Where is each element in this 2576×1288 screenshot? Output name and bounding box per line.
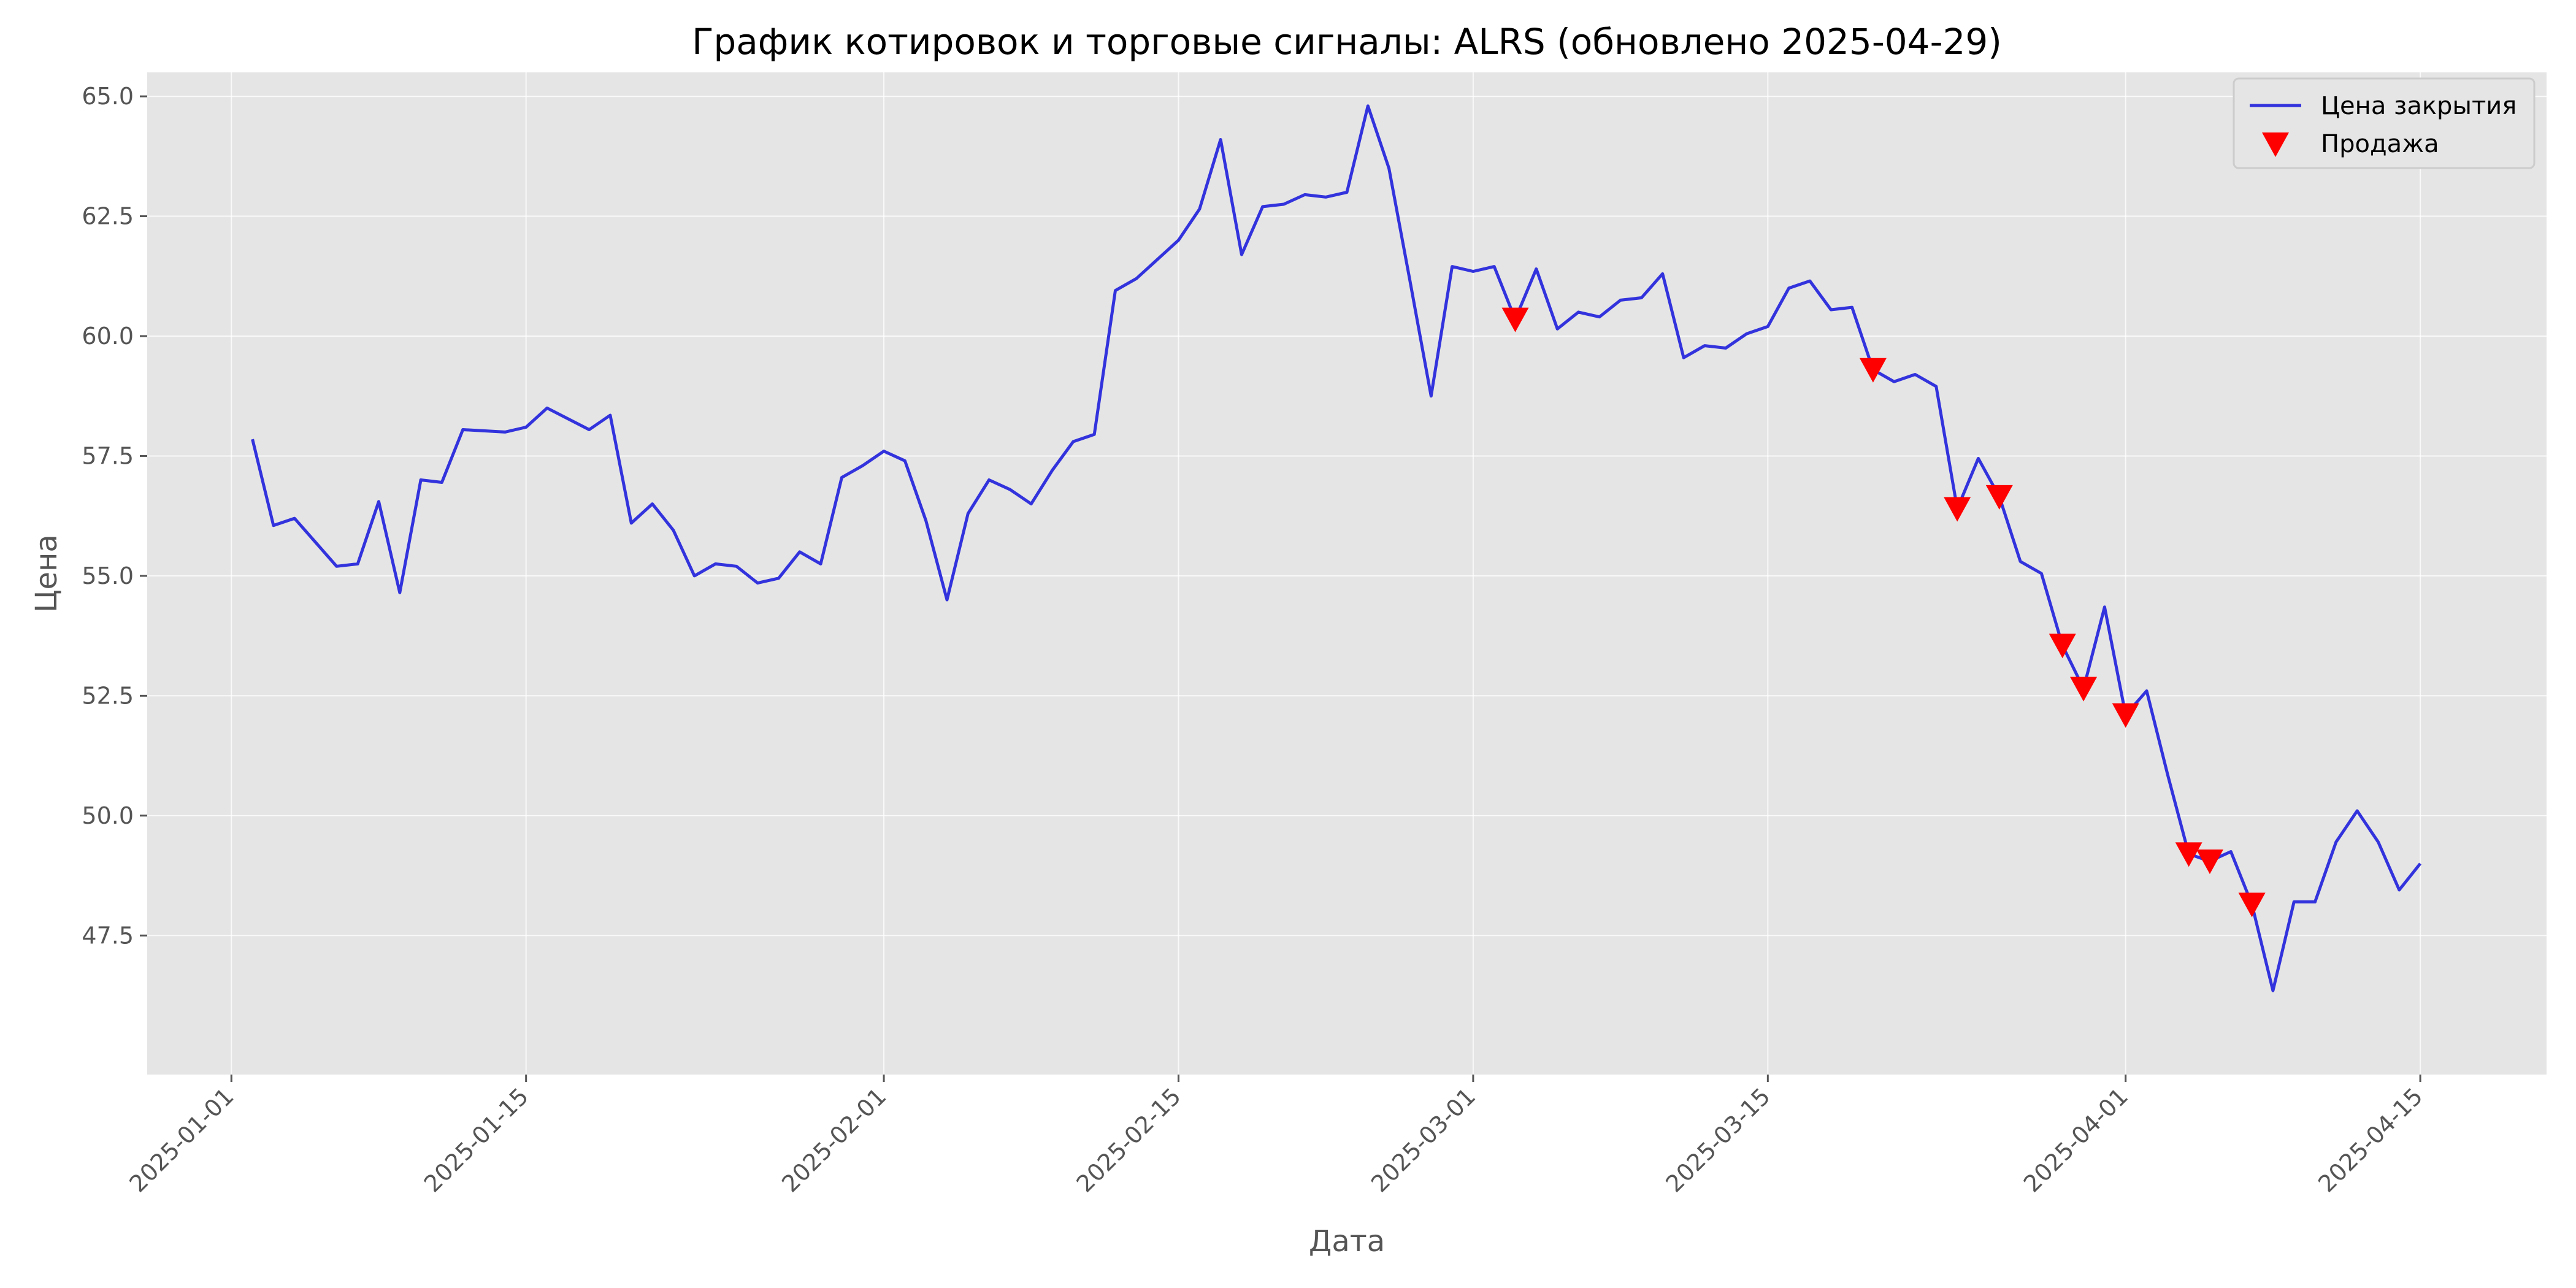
sell-marker xyxy=(2049,634,2076,659)
y-tick-label: 47.5 xyxy=(82,922,134,949)
sell-marker xyxy=(1501,307,1529,332)
legend-label-sell: Продажа xyxy=(2321,130,2439,158)
x-tick-label: 2025-04-01 xyxy=(2018,1083,2133,1197)
y-tick-label: 50.0 xyxy=(82,802,134,829)
x-tick-label: 2025-03-15 xyxy=(1660,1083,1775,1197)
y-tick-label: 62.5 xyxy=(82,203,134,230)
sell-marker xyxy=(1859,358,1887,383)
y-axis-label: Цена xyxy=(29,534,64,613)
plot-background xyxy=(147,72,2547,1075)
sell-marker xyxy=(2238,892,2266,918)
y-tick-label: 52.5 xyxy=(82,682,134,709)
sell-marker xyxy=(1944,497,1971,522)
y-tick-label: 60.0 xyxy=(82,323,134,350)
sell-marker xyxy=(2175,842,2202,867)
y-tick-label: 57.5 xyxy=(82,442,134,469)
y-tick-label: 65.0 xyxy=(82,83,134,110)
sell-marker xyxy=(1985,485,2013,510)
x-tick-label: 2025-02-15 xyxy=(1071,1083,1186,1197)
sell-markers xyxy=(1501,307,2266,918)
legend-box xyxy=(2233,77,2536,169)
chart-title: График котировок и торговые сигналы: ALR… xyxy=(692,21,2002,63)
x-axis-label: Дата xyxy=(1309,1224,1385,1259)
legend-marker-swatch xyxy=(2262,132,2289,157)
x-tick-label: 2025-03-01 xyxy=(1366,1083,1481,1197)
sell-marker xyxy=(2112,703,2139,728)
legend: Цена закрытия Продажа xyxy=(2233,77,2536,169)
x-tick-label: 2025-01-01 xyxy=(124,1083,239,1197)
x-tick-label: 2025-02-01 xyxy=(776,1083,891,1197)
x-tick-label: 2025-01-15 xyxy=(419,1083,534,1197)
close-price-line xyxy=(251,104,2422,992)
series xyxy=(251,104,2422,992)
y-tick-label: 55.0 xyxy=(82,562,134,589)
legend-label-close: Цена закрытия xyxy=(2321,92,2517,120)
sell-marker xyxy=(2070,677,2098,702)
sell-marker xyxy=(2196,849,2223,875)
x-tick-label: 2025-04-15 xyxy=(2313,1083,2428,1197)
